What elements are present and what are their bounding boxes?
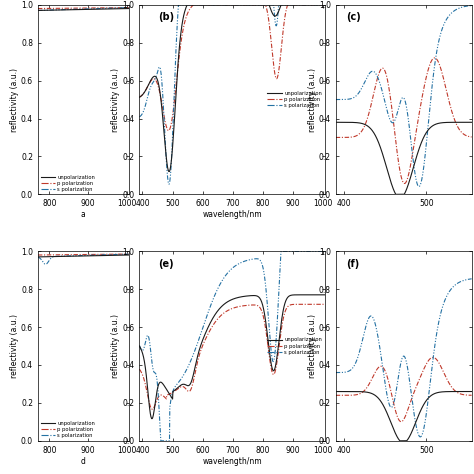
Y-axis label: reflectivity (a.u.): reflectivity (a.u.)	[308, 314, 317, 378]
X-axis label: wavelength/nm: wavelength/nm	[202, 457, 262, 466]
Legend: unpolarization, p polarization, s polarization: unpolarization, p polarization, s polari…	[41, 421, 95, 438]
Legend: unpolarization, p polarization, s polarization: unpolarization, p polarization, s polari…	[267, 337, 322, 355]
Text: (e): (e)	[158, 259, 173, 269]
Y-axis label: reflectivity (a.u.): reflectivity (a.u.)	[308, 67, 317, 132]
Y-axis label: reflectivity (a.u.): reflectivity (a.u.)	[10, 314, 19, 378]
X-axis label: d: d	[81, 457, 86, 466]
Legend: unpolarization, p polarization, s polarization: unpolarization, p polarization, s polari…	[41, 174, 95, 191]
X-axis label: a: a	[81, 210, 86, 219]
Text: (b): (b)	[158, 12, 174, 22]
Legend: unpolarization, p polarization, s polarization: unpolarization, p polarization, s polari…	[267, 91, 322, 108]
Y-axis label: reflectivity (a.u.): reflectivity (a.u.)	[111, 67, 120, 132]
X-axis label: wavelength/nm: wavelength/nm	[202, 210, 262, 219]
Text: (c): (c)	[346, 12, 361, 22]
Y-axis label: reflectivity (a.u.): reflectivity (a.u.)	[111, 314, 120, 378]
Y-axis label: reflectivity (a.u.): reflectivity (a.u.)	[10, 67, 19, 132]
Text: (f): (f)	[346, 259, 360, 269]
